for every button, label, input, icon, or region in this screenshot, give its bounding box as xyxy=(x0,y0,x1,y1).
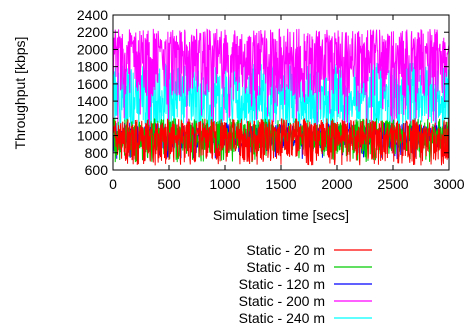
y-tick-label: 1200 xyxy=(77,110,108,126)
x-tick-label: 1000 xyxy=(209,176,240,192)
y-tick-label: 1000 xyxy=(77,128,108,144)
y-tick-label: 600 xyxy=(85,162,109,178)
legend-label: Static - 200 m xyxy=(239,293,325,309)
series-line-4 xyxy=(112,28,450,131)
y-axis-label: Throughput [kbps] xyxy=(12,37,28,150)
x-tick-label: 3000 xyxy=(433,176,464,192)
x-axis-label: Simulation time [secs] xyxy=(213,207,349,223)
legend-label: Static - 120 m xyxy=(239,276,325,292)
x-tick-label: 1500 xyxy=(265,176,296,192)
x-tick-label: 2000 xyxy=(321,176,352,192)
y-tick-label: 1600 xyxy=(77,76,108,92)
legend-label: Static - 240 m xyxy=(239,310,325,326)
y-tick-label: 1400 xyxy=(77,93,108,109)
y-tick-label: 2400 xyxy=(77,7,108,23)
x-tick-label: 500 xyxy=(157,176,181,192)
series-line-1 xyxy=(112,118,450,166)
y-tick-label: 2200 xyxy=(77,24,108,40)
series-layer xyxy=(112,28,450,166)
x-tick-label: 0 xyxy=(109,176,117,192)
x-tick-label: 2500 xyxy=(377,176,408,192)
legend-label: Static - 40 m xyxy=(246,259,325,275)
ticks-layer: 0 500 1000 1500 2000 2500 30006008001000120014… xyxy=(77,7,465,192)
y-tick-label: 1800 xyxy=(77,59,108,75)
y-tick-label: 800 xyxy=(85,145,109,161)
y-tick-label: 2000 xyxy=(77,41,108,57)
legend-label: Static - 20 m xyxy=(246,242,325,258)
